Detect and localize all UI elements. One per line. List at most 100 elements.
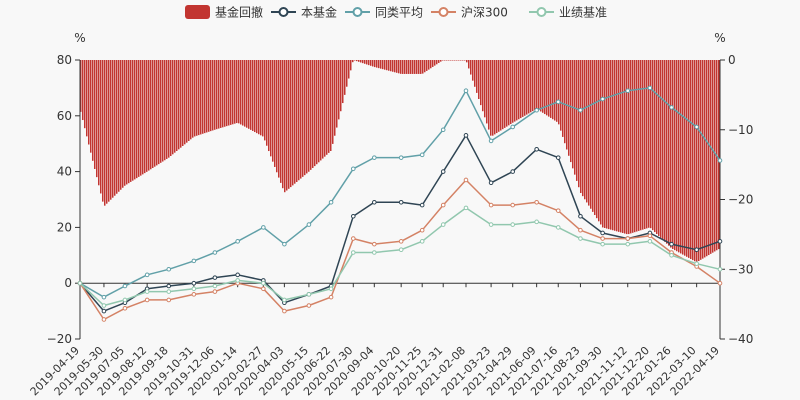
drawdown-bar [358, 60, 360, 62]
legend-swatch-marker [278, 7, 289, 17]
drawdown-bar [542, 60, 544, 113]
drawdown-bar [384, 60, 386, 70]
drawdown-bar [108, 60, 110, 202]
series-point [144, 272, 150, 278]
drawdown-bar [534, 60, 536, 110]
drawdown-bar [444, 60, 446, 61]
drawdown-bar [180, 60, 182, 148]
series-point [555, 155, 561, 160]
drawdown-bar [560, 60, 562, 131]
drawdown-bar [574, 60, 576, 175]
series-point [212, 250, 218, 255]
drawdown-bar [670, 60, 672, 248]
series-point [419, 239, 425, 244]
drawdown-bar [700, 60, 702, 260]
drawdown-bar [288, 60, 290, 189]
drawdown-bar [316, 60, 318, 165]
drawdown-bar [452, 60, 454, 61]
drawdown-bar [216, 60, 218, 130]
series-point [166, 289, 172, 294]
drawdown-bar [254, 60, 256, 133]
drawdown-bar [356, 60, 358, 62]
drawdown-bar [286, 60, 288, 191]
drawdown-bar [614, 60, 616, 231]
drawdown-bar [646, 60, 648, 229]
drawdown-bar [130, 60, 132, 182]
legend-item[interactable]: 本基金 [271, 5, 337, 20]
series-point [555, 208, 561, 213]
series-point [350, 250, 356, 255]
series-point [398, 199, 404, 205]
drawdown-bar [332, 60, 334, 144]
series-point [694, 247, 699, 253]
series-point [398, 247, 404, 253]
drawdown-bar [696, 60, 698, 263]
drawdown-bar [648, 60, 650, 228]
drawdown-bar [660, 60, 662, 238]
legend-item[interactable]: 沪深300 [431, 6, 508, 20]
drawdown-bar [372, 60, 374, 67]
drawdown-bar [548, 60, 550, 117]
legend-item[interactable]: 基金回撤 [185, 5, 263, 20]
y-right-tick-label: −40 [728, 332, 753, 346]
legend-label: 沪深300 [461, 6, 508, 20]
drawdown-bar [124, 60, 126, 186]
drawdown-bar [492, 60, 494, 136]
drawdown-bar [478, 60, 480, 100]
drawdown-bar [98, 60, 100, 186]
drawdown-bar [522, 60, 524, 117]
series-point [510, 169, 516, 174]
drawdown-bar [710, 60, 712, 254]
series-point [419, 202, 425, 208]
legend[interactable]: 基金回撤 本基金 同类平均 沪深300 业绩基准 [185, 5, 607, 20]
drawdown-bar [270, 60, 272, 157]
series-point [328, 286, 334, 292]
legend-item[interactable]: 业绩基准 [529, 6, 607, 20]
drawdown-bar [460, 60, 462, 61]
series-point [101, 303, 107, 308]
legend-item[interactable]: 同类平均 [345, 6, 423, 20]
drawdown-bar [448, 60, 450, 61]
drawdown-bar [474, 60, 476, 87]
drawdown-bar [318, 60, 320, 163]
drawdown-bar [178, 60, 180, 150]
drawdown-bar [654, 60, 656, 233]
series-point [440, 127, 446, 133]
series-point [191, 258, 197, 264]
drawdown-bar [410, 60, 412, 74]
drawdown-bar [218, 60, 220, 129]
drawdown-bar [390, 60, 392, 72]
series-point [717, 266, 723, 272]
drawdown-bar [298, 60, 300, 181]
series-point [600, 241, 605, 247]
y-left-tick-label: −20 [47, 332, 72, 346]
drawdown-bar [212, 60, 214, 131]
y-left-tick-label: 0 [64, 276, 72, 290]
drawdown-bar [718, 60, 720, 250]
series-point [166, 283, 172, 289]
series-point [488, 138, 494, 144]
drawdown-bar [714, 60, 716, 252]
drawdown-bar [418, 60, 420, 74]
series-point [463, 133, 469, 138]
series-point [101, 308, 107, 314]
drawdown-bar [310, 60, 312, 170]
drawdown-bar [246, 60, 248, 128]
drawdown-bar [260, 60, 262, 136]
drawdown-bar [432, 60, 434, 67]
drawdown-bar [506, 60, 508, 127]
drawdown-bar [336, 60, 338, 128]
drawdown-bar [84, 60, 86, 129]
series-point [578, 107, 583, 113]
drawdown-bar [584, 60, 586, 200]
series-point [419, 152, 425, 158]
drawdown-bar [224, 60, 226, 127]
drawdown-bar [294, 60, 296, 184]
drawdown-bar [290, 60, 292, 188]
drawdown-bar [662, 60, 664, 240]
drawdown-bar [494, 60, 496, 135]
series-point [212, 275, 218, 280]
series-point [578, 227, 583, 233]
series-point [463, 205, 469, 211]
drawdown-bar [434, 60, 436, 66]
